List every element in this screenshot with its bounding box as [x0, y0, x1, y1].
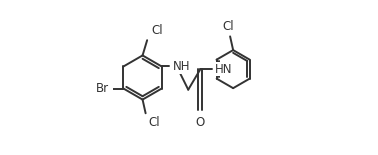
- Text: Cl: Cl: [151, 24, 163, 37]
- Text: Br: Br: [96, 82, 109, 95]
- Text: NH: NH: [173, 60, 190, 73]
- Text: Cl: Cl: [223, 20, 234, 33]
- Text: HN: HN: [215, 63, 233, 76]
- Text: Cl: Cl: [148, 116, 160, 129]
- Text: O: O: [196, 116, 205, 128]
